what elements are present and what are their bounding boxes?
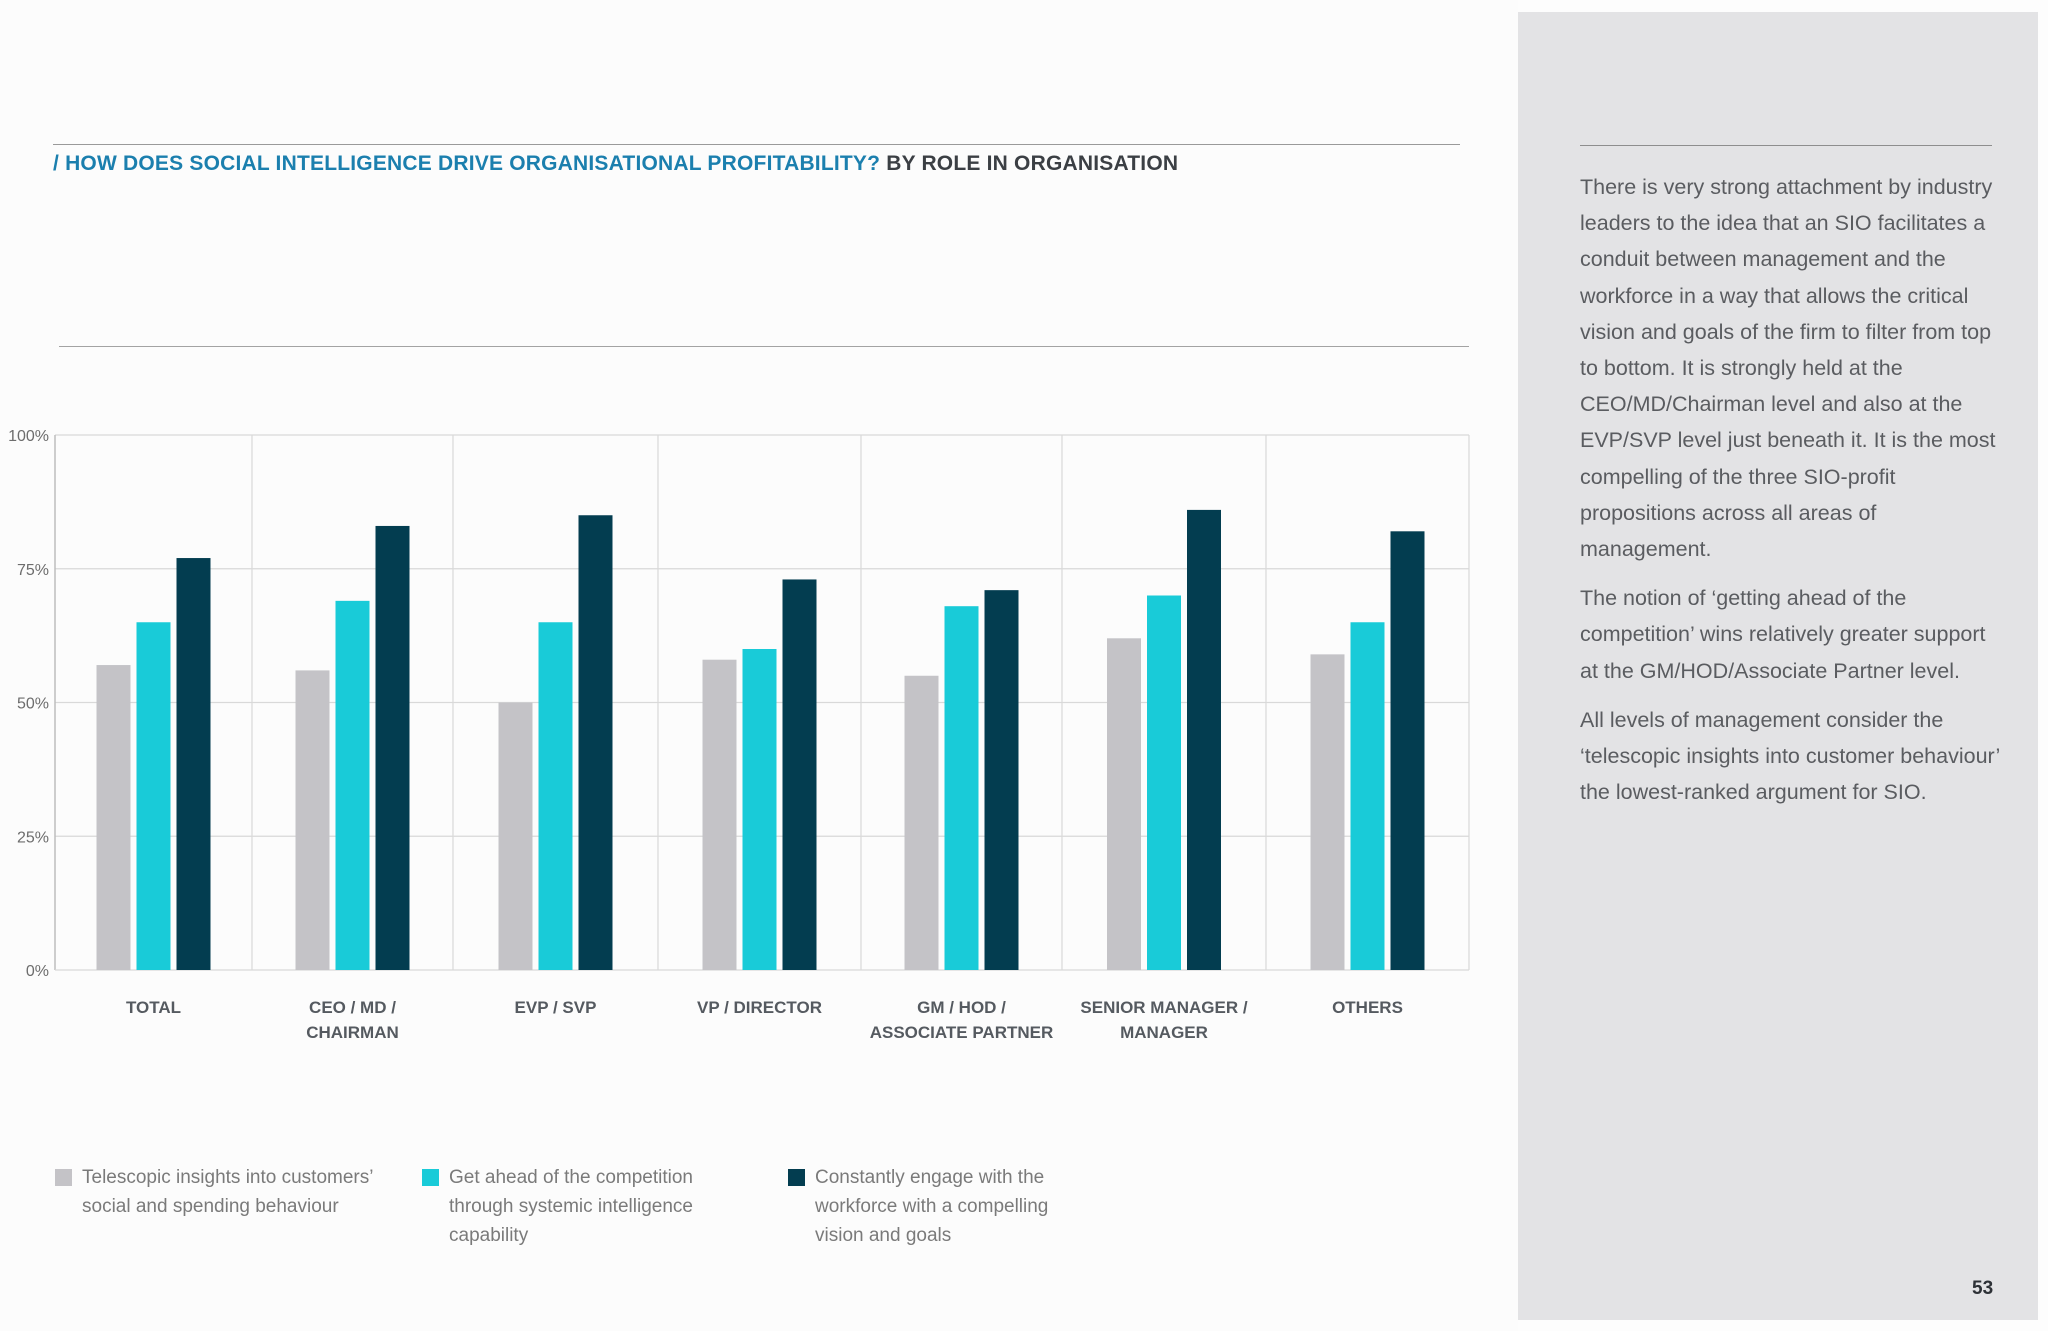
bar-series-2 xyxy=(538,622,573,970)
bar-series-2 xyxy=(944,606,979,970)
y-tick-label: 25% xyxy=(17,829,49,846)
x-tick-label-line: GM / HOD / xyxy=(917,998,1006,1017)
x-tick-label: SENIOR MANAGER / MANAGER xyxy=(1080,998,1247,1042)
sidebar-paragraph-2: The notion of ‘getting ahead of the comp… xyxy=(1580,586,1986,683)
bar-series-2 xyxy=(1147,595,1181,970)
y-tick-label: 0% xyxy=(26,963,49,980)
bar-series-3 xyxy=(375,525,410,970)
legend-item-telescopic-insights: Telescopic insights into customers’ soci… xyxy=(55,1163,373,1221)
legend-label-series-1: Telescopic insights into customers’ soci… xyxy=(82,1167,374,1217)
legend-label-series-2: Get ahead of the competition through sys… xyxy=(449,1167,693,1246)
x-tick-label: GM / HOD / ASSOCIATE PARTNER xyxy=(870,998,1054,1042)
x-tick-label: OTHERS xyxy=(1332,998,1403,1017)
page-number: 53 xyxy=(1972,1278,1994,1299)
bar-series-2 xyxy=(742,649,777,970)
y-tick-label: 100% xyxy=(8,428,49,445)
x-tick-label-line: OTHERS xyxy=(1332,998,1403,1017)
sidebar-commentary: There is very strong attachment by indus… xyxy=(1580,169,2000,823)
chart-title-question: / HOW DOES SOCIAL INTELLIGENCE DRIVE ORG… xyxy=(53,152,881,175)
legend-swatch-series-3 xyxy=(788,1169,805,1186)
legend-item-get-ahead: Get ahead of the competition through sys… xyxy=(422,1163,693,1250)
sidebar-paragraph-1: There is very strong attachment by indus… xyxy=(1580,175,1996,562)
bar-series-3 xyxy=(1187,509,1221,970)
bar-series-1 xyxy=(702,659,737,970)
bar-series-3 xyxy=(984,590,1019,970)
legend-label-series-3: Constantly engage with the workforce wit… xyxy=(815,1167,1049,1246)
chart-title: / HOW DOES SOCIAL INTELLIGENCE DRIVE ORG… xyxy=(53,152,1178,176)
x-tick-label-line: MANAGER xyxy=(1120,1023,1208,1042)
x-tick-label-line: CHAIRMAN xyxy=(306,1023,399,1042)
bar-series-1 xyxy=(1107,638,1141,970)
bar-series-2 xyxy=(136,622,171,970)
bar-series-2 xyxy=(1350,622,1385,970)
bar-series-3 xyxy=(1390,531,1425,970)
chart-top-rule xyxy=(59,346,1469,347)
x-tick-label-line: CEO / MD / xyxy=(309,998,396,1017)
bar-series-2 xyxy=(335,600,370,970)
chart-title-subtitle: BY ROLE IN ORGANISATION xyxy=(886,152,1179,175)
sidebar-paragraph-3: All levels of management consider the ‘t… xyxy=(1580,707,2000,805)
bar-series-1 xyxy=(498,702,533,970)
x-tick-label-line: ASSOCIATE PARTNER xyxy=(870,1023,1054,1042)
bar-series-3 xyxy=(176,558,211,970)
x-tick-label: EVP / SVP xyxy=(515,998,597,1017)
legend-item-constantly-engage: Constantly engage with the workforce wit… xyxy=(788,1163,1048,1250)
bar-series-1 xyxy=(904,675,939,970)
bar-series-1 xyxy=(295,670,330,970)
y-tick-label: 50% xyxy=(17,696,49,713)
bar-series-3 xyxy=(782,579,817,970)
title-top-rule xyxy=(53,144,1460,145)
legend-swatch-series-2 xyxy=(422,1169,439,1186)
x-tick-label-line: VP / DIRECTOR xyxy=(697,998,822,1017)
x-tick-label: VP / DIRECTOR xyxy=(697,998,822,1017)
bar-series-1 xyxy=(96,665,131,970)
x-tick-label-line: EVP / SVP xyxy=(515,998,597,1017)
bar-series-1 xyxy=(1310,654,1345,970)
commentary-sidebar xyxy=(1518,12,2038,1320)
x-tick-label: CEO / MD / CHAIRMAN xyxy=(306,998,399,1042)
bar-chart: 0% 25% 50% 75% 100% TOTAL CEO / MD / CHAIRMAN EV… xyxy=(8,428,1470,1042)
sidebar-top-rule xyxy=(1580,145,1992,146)
legend-swatch-series-1 xyxy=(55,1169,72,1186)
x-tick-label: TOTAL xyxy=(126,998,181,1017)
x-tick-label-line: TOTAL xyxy=(126,998,181,1017)
x-tick-label-line: SENIOR MANAGER / xyxy=(1080,998,1247,1017)
y-tick-label: 75% xyxy=(17,562,49,579)
bar-series-3 xyxy=(578,515,613,970)
